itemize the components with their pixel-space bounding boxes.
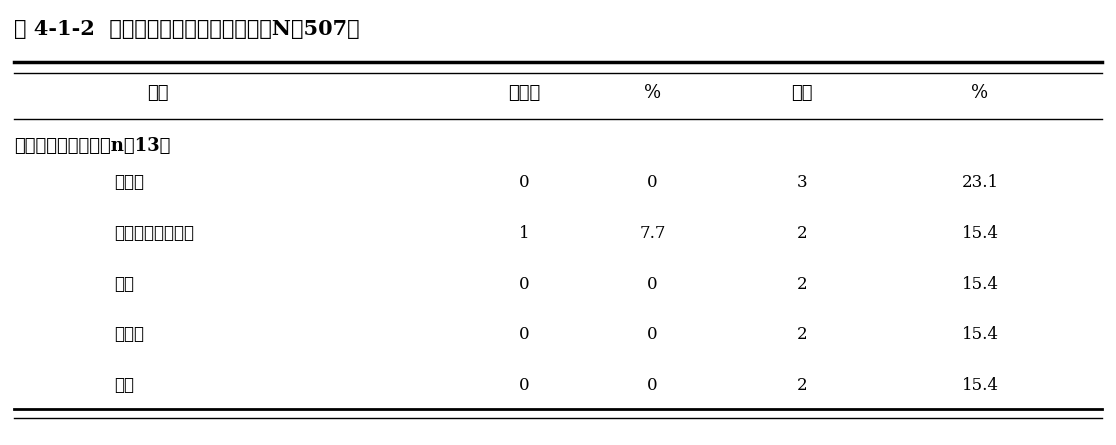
Text: 15.4: 15.4: [962, 376, 999, 393]
Text: 0: 0: [647, 275, 657, 292]
Text: 是否因跌倒而受傷（n＝13）: 是否因跌倒而受傷（n＝13）: [13, 137, 171, 154]
Text: 23.1: 23.1: [961, 174, 999, 191]
Text: 2: 2: [797, 225, 808, 242]
Text: 表 4-1-2  養護機構住民跌倒受傷情形（N＝507）: 表 4-1-2 養護機構住民跌倒受傷情形（N＝507）: [13, 19, 359, 39]
Text: 0: 0: [647, 376, 657, 393]
Text: 0: 0: [647, 174, 657, 191]
Text: 0: 0: [519, 326, 530, 343]
Text: 0: 0: [519, 376, 530, 393]
Text: 酸痛，疼傷，擦傷: 酸痛，疼傷，擦傷: [114, 225, 194, 242]
Text: %: %: [971, 84, 989, 102]
Text: 0: 0: [647, 326, 657, 343]
Text: 拉傷: 拉傷: [114, 275, 134, 292]
Text: 1: 1: [519, 225, 530, 242]
Text: 約束: 約束: [791, 84, 814, 102]
Text: 2: 2: [797, 275, 808, 292]
Text: 2: 2: [797, 376, 808, 393]
Text: %: %: [644, 84, 661, 102]
Text: 15.4: 15.4: [962, 326, 999, 343]
Text: 無受傷: 無受傷: [114, 174, 144, 191]
Text: 3: 3: [797, 174, 808, 191]
Text: 無約束: 無約束: [509, 84, 541, 102]
Text: 0: 0: [519, 174, 530, 191]
Text: 變項: 變項: [147, 84, 169, 102]
Text: 骨折: 骨折: [114, 376, 134, 393]
Text: 15.4: 15.4: [962, 225, 999, 242]
Text: 0: 0: [519, 275, 530, 292]
Text: 撕裂傷: 撕裂傷: [114, 326, 144, 343]
Text: 2: 2: [797, 326, 808, 343]
Text: 7.7: 7.7: [639, 225, 665, 242]
Text: 15.4: 15.4: [962, 275, 999, 292]
